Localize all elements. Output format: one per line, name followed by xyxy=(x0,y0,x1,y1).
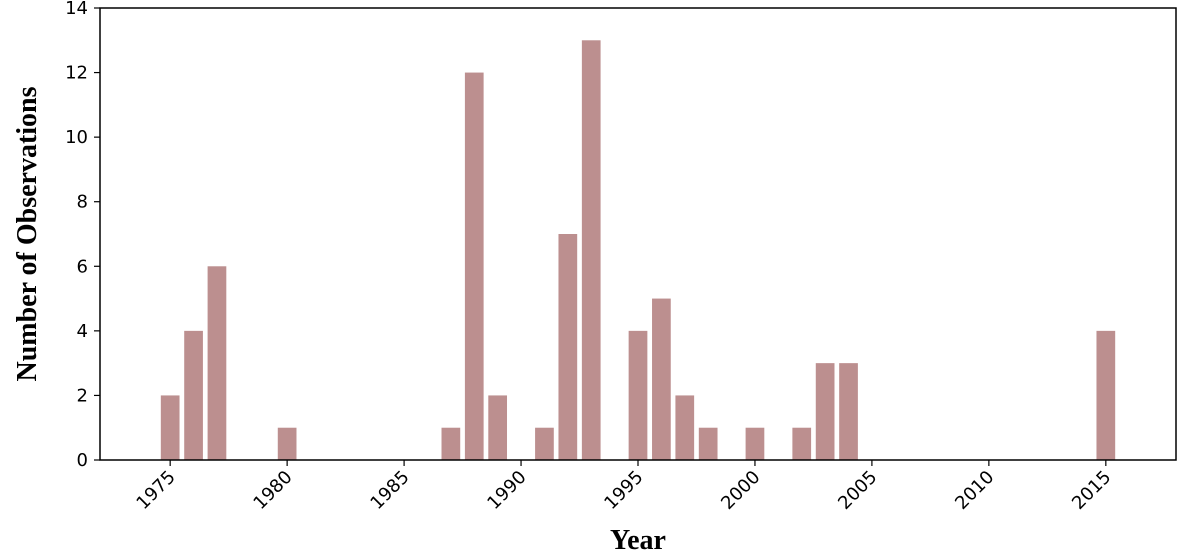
bar-1988 xyxy=(464,72,484,461)
x-tick-label: 1975 xyxy=(132,467,179,514)
bar-1996 xyxy=(652,298,671,460)
x-tick-label: 1995 xyxy=(600,467,647,514)
bar-1989 xyxy=(488,395,508,460)
x-tick-label: 2005 xyxy=(834,467,881,514)
x-tick-label: 2000 xyxy=(717,467,764,514)
bar-1997 xyxy=(675,395,695,460)
bar-1980 xyxy=(277,427,297,460)
bar-2015 xyxy=(1096,330,1116,460)
bar-2002 xyxy=(792,427,812,460)
bar-1995 xyxy=(628,330,648,460)
bar-1998 xyxy=(698,427,718,460)
y-tick-label: 12 xyxy=(65,63,88,84)
bar-1977 xyxy=(207,266,227,460)
bar-1992 xyxy=(558,234,578,460)
y-axis-title: Number of Observations xyxy=(12,86,43,381)
x-tick-label: 1990 xyxy=(483,467,530,514)
bar-1991 xyxy=(535,427,554,460)
y-tick-label: 0 xyxy=(77,450,88,471)
bar-2000 xyxy=(745,427,765,460)
y-tick-label: 4 xyxy=(77,321,88,342)
bar-1976 xyxy=(184,330,203,460)
y-tick-label: 8 xyxy=(77,192,88,213)
y-tick-label: 10 xyxy=(65,127,88,148)
y-tick-label: 14 xyxy=(65,0,88,19)
plot-frame xyxy=(99,7,1177,461)
y-tick-label: 2 xyxy=(77,385,88,406)
x-tick-label: 2010 xyxy=(951,467,998,514)
bar-2004 xyxy=(839,363,858,460)
x-tick-label: 1985 xyxy=(366,467,413,514)
bar-1993 xyxy=(581,40,601,461)
bar-1987 xyxy=(441,427,461,460)
x-axis-ticks: 1975 1980 1985 1990 1995 2000 2005 2010 2015 xyxy=(132,460,1115,514)
bar-1975 xyxy=(160,395,180,460)
bars-layer xyxy=(160,40,1116,461)
x-tick-label: 1980 xyxy=(249,467,296,514)
x-axis-title: Year xyxy=(610,525,666,551)
x-tick-label: 2015 xyxy=(1068,467,1115,514)
y-axis-ticks: 0 2 4 6 8 10 12 14 xyxy=(65,0,100,471)
y-tick-label: 6 xyxy=(77,256,88,277)
bar-2003 xyxy=(815,363,835,460)
